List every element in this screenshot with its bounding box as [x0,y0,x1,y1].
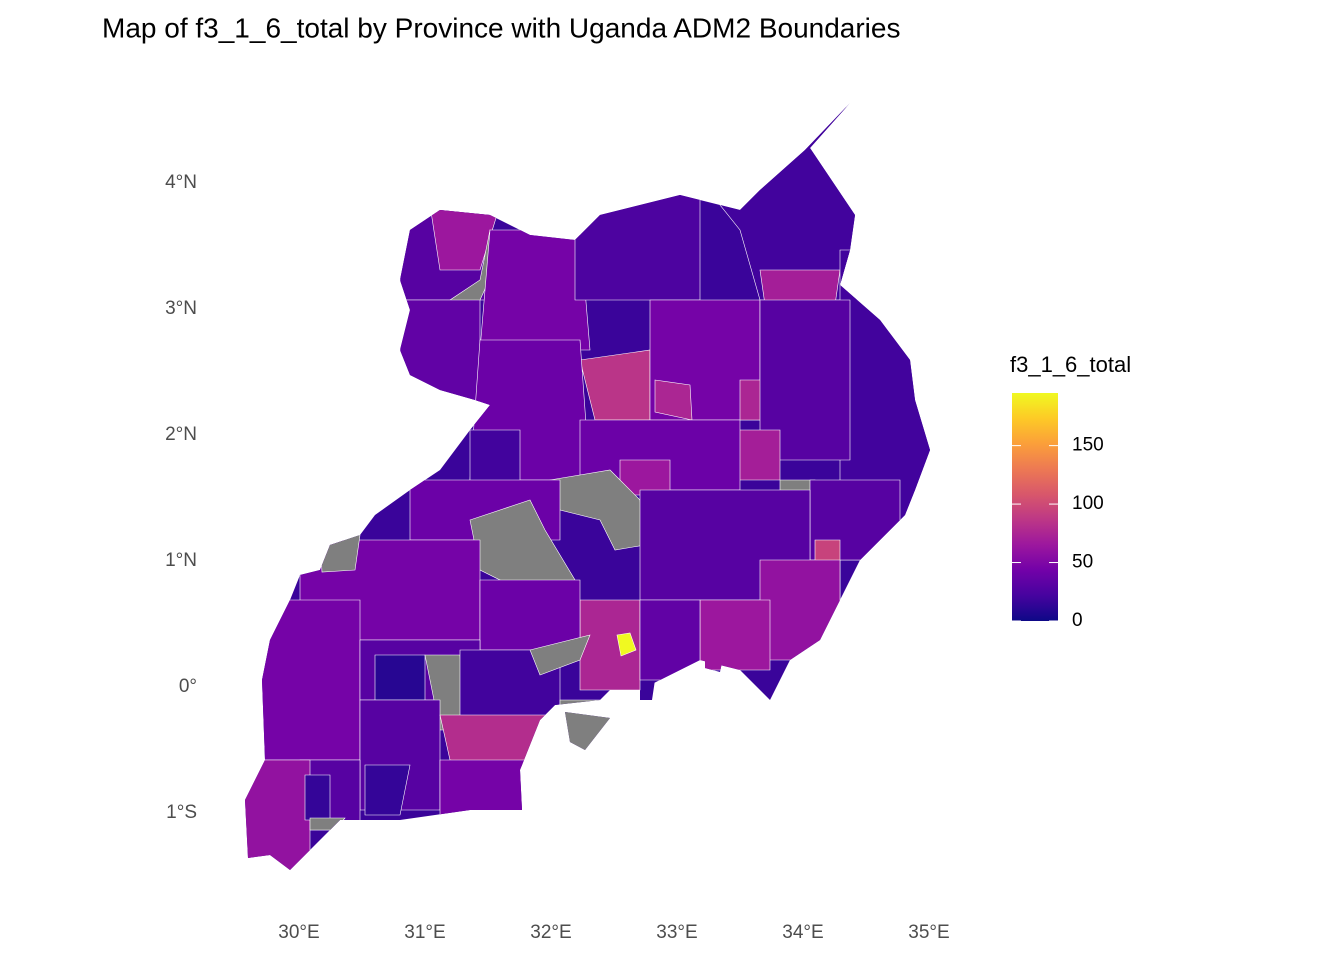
district [309,817,346,831]
y-tick-label: 3°N [165,298,197,319]
x-tick-label: 33°E [656,922,697,943]
district [574,189,701,301]
district [759,299,851,461]
x-tick-label: 32°E [530,922,571,943]
colorbar [1012,393,1058,621]
y-tick-label: 4°N [165,172,197,193]
y-tick-label: 1°S [166,802,197,823]
district [399,299,481,411]
x-tick-label: 31°E [404,922,445,943]
district [374,654,426,701]
x-tick-label: 34°E [782,922,823,943]
chart-title: Map of f3_1_6_total by Province with Uga… [102,12,900,43]
district [479,579,581,651]
district [639,599,701,681]
legend-tick-label: 50 [1072,552,1093,573]
district [479,229,591,351]
district [439,759,531,831]
y-tick-label: 1°N [165,550,197,571]
district [529,634,591,676]
district [616,632,637,657]
district [319,534,361,573]
legend-title: f3_1_6_total [1010,352,1131,377]
district [549,469,646,551]
district [364,764,411,816]
district [559,699,621,761]
map [245,103,930,870]
district [245,599,361,761]
x-tick-label: 30°E [278,922,319,943]
y-tick-label: 2°N [165,424,197,445]
legend-tick-label: 0 [1072,610,1083,631]
legend-tick-label: 150 [1072,435,1104,456]
district [245,759,311,870]
district [304,774,331,821]
district [759,559,841,661]
x-tick-label: 35°E [908,922,949,943]
district [699,599,771,671]
legend-tick-label: 100 [1072,493,1104,514]
y-tick-label: 0° [179,676,197,697]
